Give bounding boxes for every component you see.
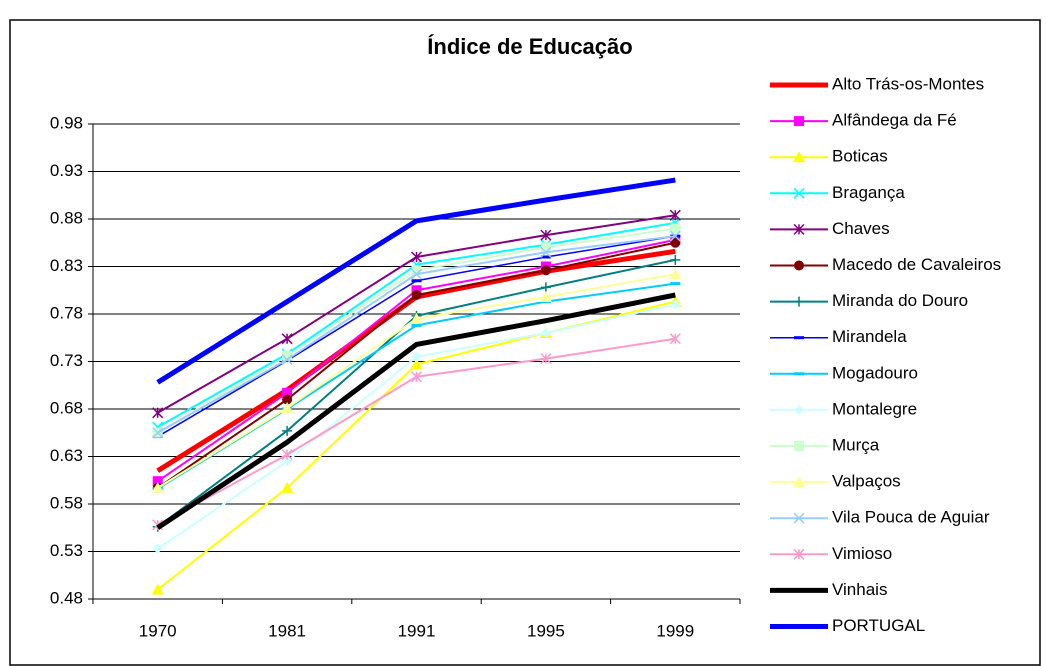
legend-label: Mirandela xyxy=(832,327,907,346)
y-tick-label: 0.98 xyxy=(50,113,83,132)
y-tick-label: 0.73 xyxy=(50,351,83,370)
point-marker xyxy=(152,427,164,439)
point-marker xyxy=(540,246,552,258)
legend-marker xyxy=(793,151,805,163)
point-marker xyxy=(411,265,422,276)
point-marker xyxy=(151,583,164,595)
point-marker xyxy=(281,402,294,414)
legend-marker xyxy=(794,404,804,415)
legend-marker xyxy=(793,223,805,235)
y-tick-label: 0.88 xyxy=(50,208,83,227)
legend-label: PORTUGAL xyxy=(832,616,925,635)
series-line xyxy=(156,292,676,530)
point-marker xyxy=(669,268,682,280)
point-marker xyxy=(282,387,293,398)
point-marker xyxy=(540,265,551,276)
point-marker xyxy=(152,407,164,419)
point-marker xyxy=(281,449,293,461)
y-tick-label: 0.83 xyxy=(50,256,83,275)
point-marker xyxy=(669,230,681,242)
legend-marker xyxy=(794,372,804,376)
point-marker xyxy=(411,323,422,327)
point-marker xyxy=(282,350,293,361)
point-marker xyxy=(282,456,293,467)
legend-label: Bragança xyxy=(832,183,905,202)
legend-marker xyxy=(793,476,805,488)
legend-label: Miranda do Douro xyxy=(832,291,968,310)
point-marker xyxy=(152,476,163,487)
y-tick-label: 0.48 xyxy=(50,588,83,607)
legend-marker xyxy=(794,260,804,271)
x-tick-label: 1991 xyxy=(398,621,436,640)
legend-label: Alfândega da Fé xyxy=(832,111,957,130)
legend-marker xyxy=(794,116,804,127)
x-tick-label: 1995 xyxy=(527,621,565,640)
point-marker xyxy=(281,333,293,345)
point-marker xyxy=(411,290,422,300)
point-marker xyxy=(540,255,551,259)
legend-marker xyxy=(793,548,805,560)
point-marker xyxy=(410,312,423,324)
point-marker xyxy=(670,223,681,234)
point-marker xyxy=(539,290,552,302)
legend-marker xyxy=(794,336,804,340)
legend-label: Murça xyxy=(832,435,880,454)
legend-marker xyxy=(793,187,805,199)
point-marker xyxy=(669,333,681,345)
point-marker xyxy=(281,354,293,366)
legend-label: Mogadouro xyxy=(832,363,918,382)
point-marker xyxy=(152,543,163,554)
point-marker xyxy=(410,268,423,280)
point-marker xyxy=(540,242,551,253)
y-tick-label: 0.68 xyxy=(50,398,83,417)
x-tick-label: 1981 xyxy=(268,621,306,640)
chart-title: Índice de Educação xyxy=(427,34,632,59)
point-marker xyxy=(670,254,681,265)
legend-label: Vila Pouca de Aguiar xyxy=(832,508,990,527)
legend-label: Valpaços xyxy=(832,472,901,491)
point-marker xyxy=(411,279,422,283)
point-marker xyxy=(670,282,681,286)
point-marker xyxy=(670,237,681,248)
point-marker xyxy=(282,425,293,436)
y-tick-label: 0.63 xyxy=(50,446,83,465)
point-marker xyxy=(540,229,552,241)
point-marker xyxy=(411,351,422,362)
legend-marker xyxy=(794,296,804,307)
y-tick-label: 0.78 xyxy=(50,303,83,322)
point-marker xyxy=(540,282,551,293)
legend-label: Boticas xyxy=(832,147,888,166)
chart-border xyxy=(9,19,1041,666)
point-marker xyxy=(410,358,423,370)
legend-marker xyxy=(794,441,804,451)
point-marker xyxy=(540,353,552,365)
x-tick-label: 1999 xyxy=(656,621,694,640)
point-marker xyxy=(410,251,423,263)
point-marker xyxy=(281,481,294,493)
legend-label: Macedo de Cavaleiros xyxy=(832,255,1001,274)
x-tick-label: 1970 xyxy=(139,621,177,640)
y-tick-label: 0.93 xyxy=(50,161,83,180)
y-tick-label: 0.53 xyxy=(50,541,83,560)
legend-label: Alto Trás-os-Montes xyxy=(832,74,984,93)
point-marker xyxy=(282,394,293,405)
point-marker xyxy=(410,371,423,383)
point-marker xyxy=(669,209,681,221)
legend-label: Vinhais xyxy=(832,580,887,599)
legend-label: Vimioso xyxy=(832,544,892,563)
point-marker xyxy=(540,328,551,338)
y-tick-label: 0.58 xyxy=(50,493,83,512)
legend-label: Chaves xyxy=(832,219,890,238)
point-marker xyxy=(670,299,681,310)
series-line xyxy=(156,177,676,385)
legend-marker xyxy=(793,512,805,524)
legend-label: Montalegre xyxy=(832,399,917,418)
point-marker xyxy=(151,481,164,493)
